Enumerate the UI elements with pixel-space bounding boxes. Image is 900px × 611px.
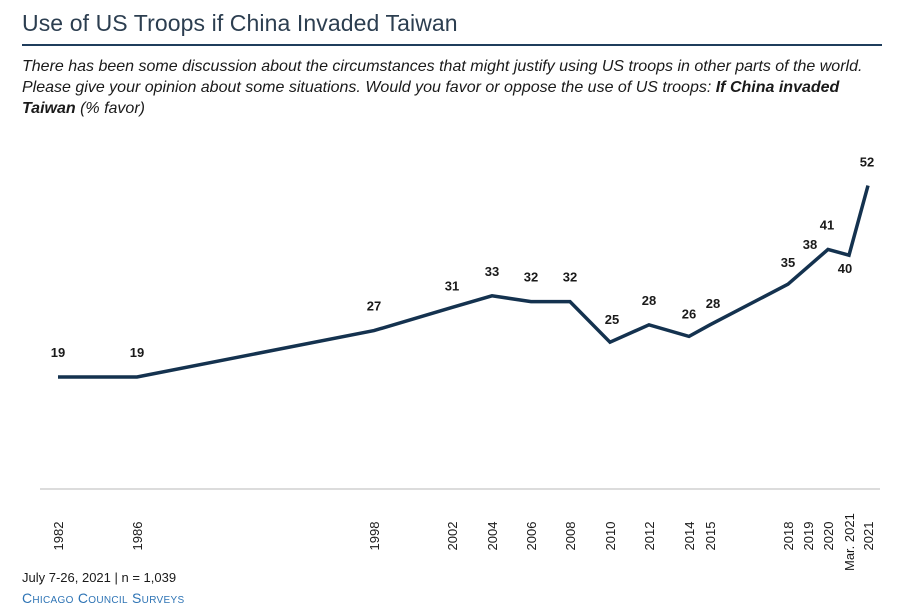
x-tick-1998: 1998 [367, 522, 382, 551]
x-tick-labels: 1982 1986 1998 2002 2004 2006 2008 2010 2012 2014… [51, 513, 876, 571]
x-tick-2018: 2018 [781, 522, 796, 551]
x-tick-2019: 2019 [801, 522, 816, 551]
series-line [58, 185, 870, 379]
title-divider [22, 44, 882, 46]
data-label-2002: 31 [445, 278, 459, 293]
data-label-1998: 27 [367, 299, 381, 314]
question-suffix: (% favor) [75, 100, 145, 117]
survey-date-note: July 7-26, 2021 | n = 1,039 [22, 570, 177, 585]
x-tick-2008: 2008 [563, 522, 578, 551]
x-tick-2020: 2020 [821, 522, 836, 551]
source-brand: Chicago Council Surveys [22, 590, 185, 606]
data-label-2006: 32 [524, 270, 538, 285]
x-tick-2014: 2014 [682, 522, 697, 551]
x-tick-2012: 2012 [642, 522, 657, 551]
question-bold: If China invaded Taiwan [22, 79, 840, 117]
x-tick-mar-2021: Mar. 2021 [842, 513, 857, 571]
data-label-2008: 32 [563, 270, 577, 285]
data-label-1982: 19 [51, 345, 65, 360]
data-label-2014: 26 [682, 306, 696, 321]
x-tick-2015: 2015 [703, 522, 718, 551]
data-label-2015: 28 [706, 296, 720, 311]
data-label-2019: 38 [803, 237, 817, 252]
data-label-mar-2021: 40 [838, 261, 852, 276]
x-tick-2010: 2010 [603, 522, 618, 551]
survey-question: There has been some discussion about the… [22, 56, 882, 119]
x-tick-2006: 2006 [524, 522, 539, 551]
question-prefix: There has been some discussion about the… [22, 58, 863, 96]
x-tick-2004: 2004 [485, 522, 500, 551]
x-tick-1986: 1986 [130, 522, 145, 551]
x-tick-2021: 2021 [861, 522, 876, 551]
data-label-2010: 25 [605, 312, 619, 327]
x-tick-1982: 1982 [51, 522, 66, 551]
data-label-2021: 52 [860, 155, 874, 170]
data-label-2020: 41 [820, 217, 834, 232]
x-tick-2002: 2002 [445, 522, 460, 551]
data-label-2012: 28 [642, 293, 656, 308]
chart-title: Use of US Troops if China Invaded Taiwan [22, 10, 458, 36]
data-label-1986: 19 [130, 345, 144, 360]
data-label-2004: 33 [485, 264, 499, 279]
data-label-2018: 35 [781, 255, 795, 270]
